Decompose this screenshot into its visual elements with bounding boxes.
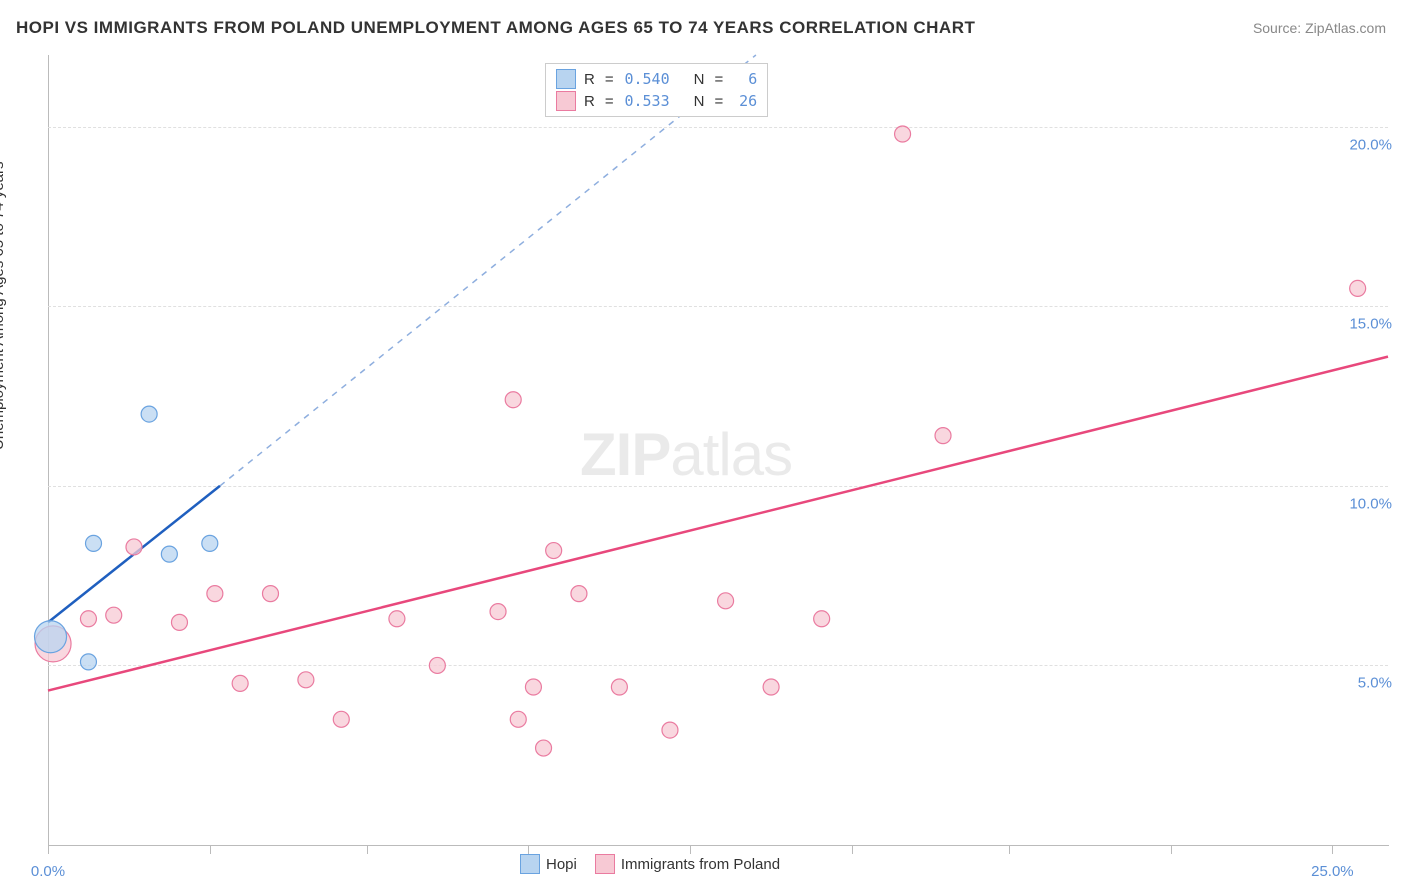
x-tick (1009, 846, 1010, 854)
x-tick (1332, 846, 1333, 854)
legend-item: Immigrants from Poland (595, 854, 780, 874)
data-point (763, 679, 779, 695)
data-point (389, 611, 405, 627)
data-point (525, 679, 541, 695)
legend-n-label: N (694, 93, 705, 110)
legend-swatch (595, 854, 615, 874)
x-tick-label: 0.0% (31, 863, 65, 880)
legend-n-value: 6 (731, 70, 757, 88)
legend-n-label: N (694, 71, 705, 88)
data-point (895, 126, 911, 142)
data-point (536, 740, 552, 756)
legend-label: Immigrants from Poland (621, 856, 780, 873)
data-point (429, 657, 445, 673)
legend-row: R=0.533N=26 (556, 90, 757, 112)
data-point (232, 675, 248, 691)
x-tick (690, 846, 691, 854)
data-point (262, 586, 278, 602)
legend-n-value: 26 (731, 92, 757, 110)
data-point (546, 543, 562, 559)
data-point (80, 611, 96, 627)
data-point (141, 406, 157, 422)
data-point (202, 535, 218, 551)
data-point (814, 611, 830, 627)
y-axis-label: Unemployment Among Ages 65 to 74 years (0, 161, 7, 450)
data-point (490, 604, 506, 620)
x-tick (48, 846, 49, 854)
legend-item: Hopi (520, 854, 577, 874)
data-point (611, 679, 627, 695)
data-point (571, 586, 587, 602)
legend-swatch (556, 91, 576, 111)
legend-swatch (556, 69, 576, 89)
x-tick (367, 846, 368, 854)
series-legend: Hopi Immigrants from Poland (520, 854, 780, 874)
data-point (718, 593, 734, 609)
data-point (1350, 280, 1366, 296)
data-point (86, 535, 102, 551)
data-point (207, 586, 223, 602)
legend-r-label: R (584, 71, 595, 88)
x-tick (852, 846, 853, 854)
chart-title: HOPI VS IMMIGRANTS FROM POLAND UNEMPLOYM… (16, 18, 975, 38)
correlation-legend: R=0.540N=6R=0.533N=26 (545, 63, 768, 117)
legend-r-value: 0.540 (622, 70, 670, 88)
data-point (333, 711, 349, 727)
data-point (161, 546, 177, 562)
data-point (662, 722, 678, 738)
scatter-plot-svg (48, 55, 1388, 845)
legend-row: R=0.540N=6 (556, 68, 757, 90)
regression-line (48, 357, 1388, 691)
data-point (171, 614, 187, 630)
data-point (35, 621, 67, 653)
legend-r-label: R (584, 93, 595, 110)
source-attribution: Source: ZipAtlas.com (1253, 20, 1386, 36)
legend-swatch (520, 854, 540, 874)
x-tick (528, 846, 529, 854)
x-tick (1171, 846, 1172, 854)
data-point (505, 392, 521, 408)
data-point (80, 654, 96, 670)
x-tick-label: 25.0% (1311, 863, 1354, 880)
legend-label: Hopi (546, 856, 577, 873)
data-point (510, 711, 526, 727)
data-point (935, 428, 951, 444)
legend-r-value: 0.533 (622, 92, 670, 110)
regression-line-extended (220, 55, 756, 486)
data-point (106, 607, 122, 623)
data-point (126, 539, 142, 555)
x-tick (210, 846, 211, 854)
data-point (298, 672, 314, 688)
